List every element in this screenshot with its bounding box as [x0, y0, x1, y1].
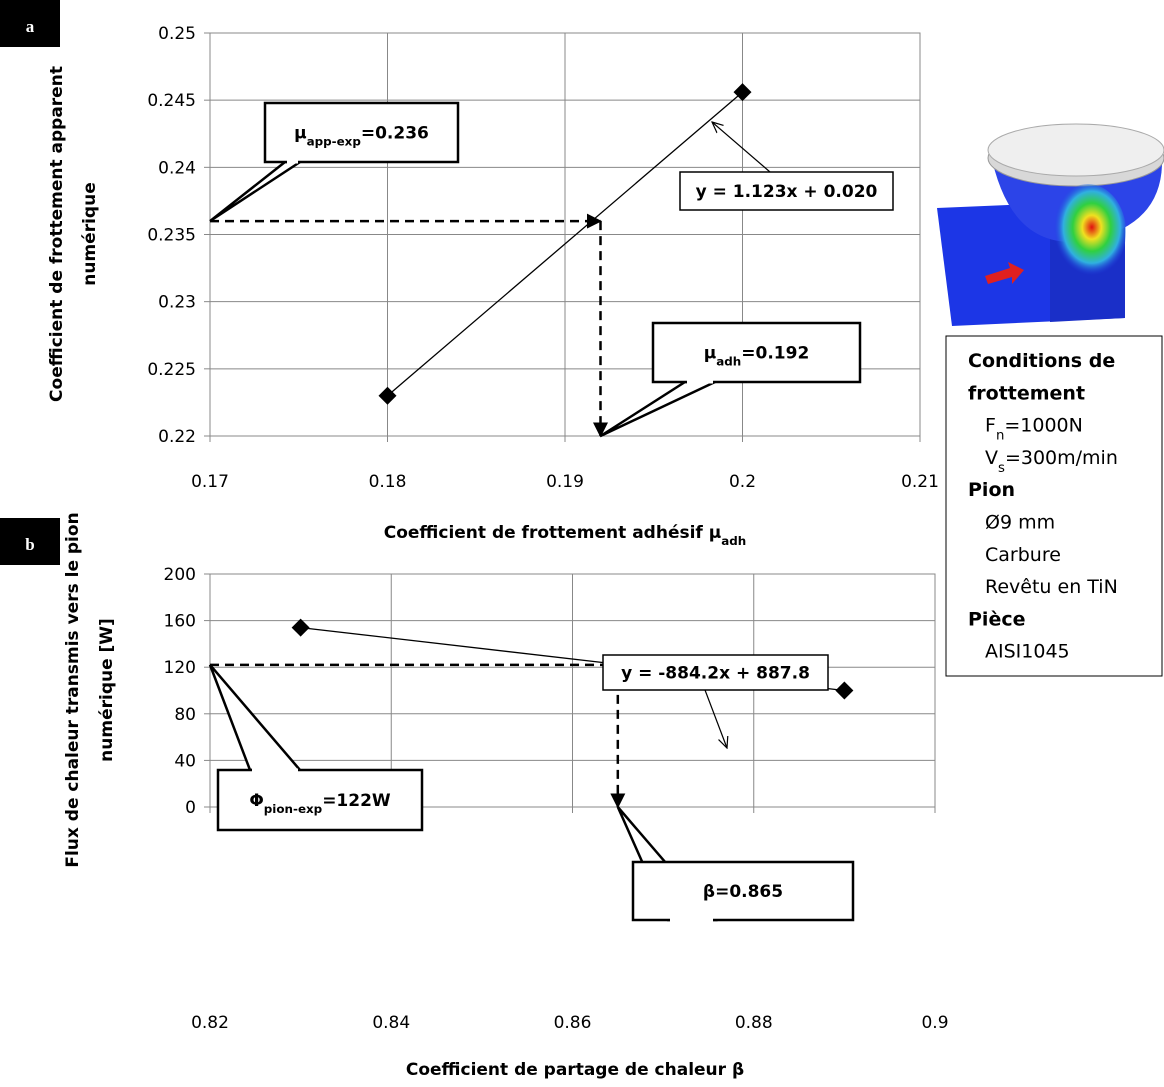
y-axis-label: numérique [80, 182, 100, 285]
side-panel-line: Pion [968, 479, 1015, 501]
callout-box [602, 654, 829, 691]
x-tick-label: 0.82 [191, 1013, 229, 1033]
panel-badge [0, 0, 60, 47]
callout-label-main: μ [704, 344, 717, 364]
x-axis-label-sub: adh [721, 534, 746, 548]
panel-badge [0, 518, 60, 565]
callout-box [216, 768, 424, 832]
side-panel-line-main: F [985, 415, 996, 437]
side-panel-line-main: Carbure [985, 544, 1061, 566]
plot-frame [209, 32, 921, 437]
side-panel-line: Carbure [985, 544, 1061, 566]
y-tick-label: 0.23 [158, 293, 196, 313]
x-tick-label: 0.2 [729, 472, 756, 492]
callout-box [631, 860, 855, 922]
y-axis-label: Flux de chaleur transmis vers le pion [63, 512, 83, 867]
side-panel-line: Ø9 mm [985, 512, 1055, 534]
side-panel-line-main: Conditions de [968, 350, 1115, 372]
x-axis-label-main: Coefficient de frottement adhésif μ [384, 523, 722, 543]
side-panel-line: Revêtu en TiN [985, 576, 1118, 598]
callout-box [651, 321, 862, 384]
x-tick-label: 0.88 [735, 1013, 773, 1033]
side-panel-line: Conditions de [968, 350, 1115, 372]
side-panel-line-sub: s [998, 460, 1005, 475]
y-axis-label: Coefficient de frottement apparent [47, 66, 67, 402]
y-tick-label: 0.235 [147, 226, 196, 246]
series-line [387, 91, 743, 397]
side-panel-line: Vs=300m/min [985, 447, 1118, 476]
y-tick-label: 40 [174, 751, 196, 771]
data-point [378, 386, 397, 405]
callout-label: μadh=0.192 [704, 344, 810, 369]
callout-label-after: =122W [322, 791, 391, 811]
y-tick-label: 0.22 [158, 427, 196, 447]
callout-label-after: =0.236 [361, 124, 429, 144]
callout-box [679, 171, 894, 211]
y-tick-label: 0.24 [158, 158, 196, 178]
callout-label-sub: adh [716, 355, 741, 369]
data-point [291, 618, 310, 637]
callout-label-main: μ [294, 124, 307, 144]
data-point [733, 83, 752, 102]
side-panel-line-main: V [985, 447, 998, 469]
x-axis-label: Coefficient de frottement adhésif μadh [384, 523, 747, 548]
render-illustration [937, 123, 1164, 326]
side-panel-line-main: Ø9 mm [985, 512, 1055, 534]
y-tick-label: 80 [174, 705, 196, 725]
panel-letter: a [26, 17, 35, 36]
callout-label-main: β=0.865 [703, 882, 783, 902]
callout-label-sub: pion-exp [264, 802, 322, 816]
callout-arrow [704, 689, 727, 748]
panel-letter: b [25, 535, 34, 554]
x-tick-label: 0.21 [901, 472, 939, 492]
y-tick-label: 120 [164, 658, 196, 678]
callout-label-after: =0.192 [741, 344, 809, 364]
callout-label: y = -884.2x + 887.8 [621, 664, 810, 684]
x-tick-label: 0.84 [372, 1013, 410, 1033]
callout-label: β=0.865 [703, 882, 783, 902]
side-panel-line: Pièce [968, 608, 1025, 630]
y-axis-label: numérique [W] [97, 618, 117, 762]
callout-box [263, 101, 460, 164]
side-panel-line: AISI1045 [985, 641, 1070, 663]
y-tick-label: 0.225 [147, 360, 196, 380]
y-tick-label: 0 [185, 798, 196, 818]
y-tick-label: 200 [164, 565, 196, 585]
side-panel-line-main: AISI1045 [985, 641, 1070, 663]
side-panel-line-main: Pièce [968, 608, 1025, 630]
side-panel-line-after: =1000N [1004, 415, 1083, 437]
callout-arrow [712, 122, 771, 173]
side-panel-line-main: Pion [968, 479, 1015, 501]
x-tick-label: 0.18 [369, 472, 407, 492]
callout-label-main: Φ [249, 791, 263, 811]
side-panel-line-main: Revêtu en TiN [985, 576, 1118, 598]
callout-label: y = 1.123x + 0.020 [696, 182, 878, 202]
y-tick-label: 0.25 [158, 24, 196, 44]
callout-label-main: y = -884.2x + 887.8 [621, 664, 810, 684]
callout-label: μapp-exp=0.236 [294, 124, 429, 149]
callout-label-sub: app-exp [307, 135, 361, 149]
side-panel-line: frottement [968, 382, 1085, 404]
x-axis-label-main: Coefficient de partage de chaleur β [406, 1060, 744, 1080]
side-panel-line-after: =300m/min [1005, 447, 1118, 469]
callout-label: Φpion-exp=122W [249, 791, 391, 816]
y-tick-label: 0.245 [147, 91, 196, 111]
x-tick-label: 0.17 [191, 472, 229, 492]
callout-label-main: y = 1.123x + 0.020 [696, 182, 878, 202]
x-tick-label: 0.19 [546, 472, 584, 492]
x-tick-label: 0.9 [921, 1013, 948, 1033]
side-panel-line: Fn=1000N [985, 415, 1083, 444]
side-panel-box [945, 335, 1163, 677]
x-tick-label: 0.86 [554, 1013, 592, 1033]
data-point [835, 681, 854, 700]
y-tick-label: 160 [164, 612, 196, 632]
side-panel-line-main: frottement [968, 382, 1085, 404]
x-axis-label: Coefficient de partage de chaleur β [406, 1060, 744, 1080]
side-panel-line-sub: n [996, 428, 1004, 443]
plot-frame [209, 573, 936, 808]
